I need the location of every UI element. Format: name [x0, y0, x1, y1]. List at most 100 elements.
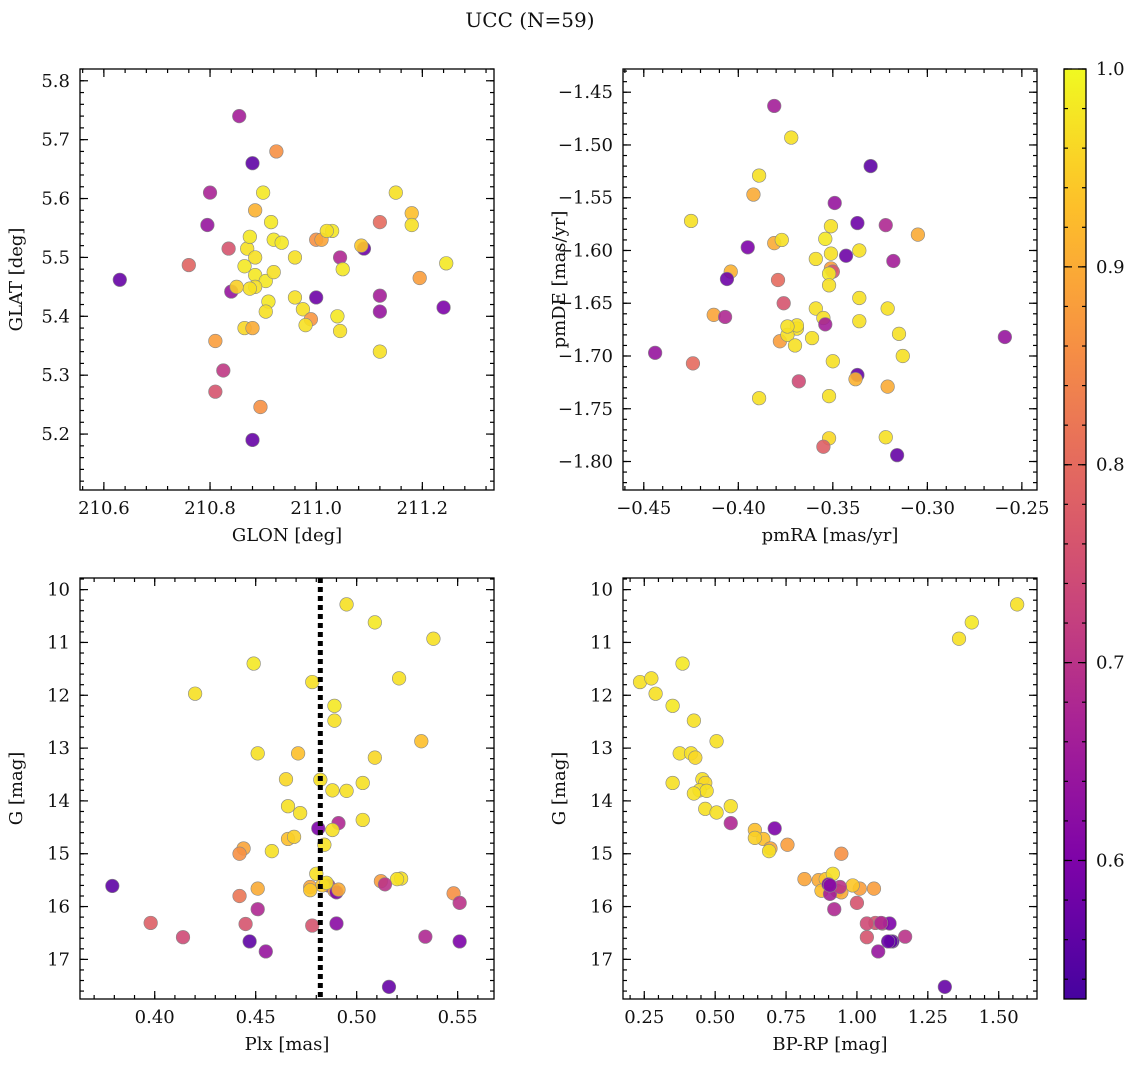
data-point: [834, 846, 849, 861]
x-axis-label: pmRA [mas/yr]: [762, 525, 899, 546]
x-tick-label: 0.75: [766, 1007, 806, 1028]
data-point: [937, 979, 952, 994]
data-point: [412, 270, 427, 286]
data-point: [202, 185, 218, 200]
panel-top-left: 210.6 210.8 211.0 211.2 5.2 5.3 5.4 5.5 5.6 5.7 5.…: [6, 68, 495, 546]
data-point: [770, 272, 786, 288]
data-point: [821, 388, 837, 404]
data-point: [740, 240, 755, 255]
data-point: [319, 223, 334, 239]
data-point: [232, 888, 247, 904]
x-tick-label: −0.35: [805, 498, 860, 519]
data-point: [683, 213, 699, 229]
data-point: [648, 345, 663, 360]
data-point: [105, 878, 120, 894]
data-point: [791, 374, 806, 389]
scatter-points: [648, 98, 1012, 463]
x-tick-label: 1.50: [979, 1007, 1019, 1028]
data-point: [388, 185, 403, 200]
x-tick-label: 1.25: [908, 1007, 948, 1028]
y-tick-label: 17: [590, 949, 613, 970]
x-tick-label: 0.25: [624, 1007, 664, 1028]
data-point: [436, 300, 451, 315]
data-point: [287, 250, 303, 265]
data-point: [859, 916, 874, 931]
data-point: [232, 109, 247, 124]
colorbar-tick-label: 0.6: [1096, 850, 1125, 871]
data-point: [246, 656, 261, 671]
data-point: [245, 432, 260, 448]
data-point: [818, 231, 833, 246]
data-point: [452, 934, 467, 949]
data-point: [188, 686, 203, 701]
data-point: [873, 915, 889, 931]
data-point: [644, 671, 659, 686]
data-point: [426, 631, 441, 646]
axes-frame: [79, 68, 495, 491]
panel-bottom-left: 0.40 0.45 0.50 0.55 10 11 12 13 14 15 16 17 Plx [mas…: [6, 577, 495, 1055]
data-point: [686, 713, 701, 728]
data-point: [293, 805, 308, 821]
data-point: [325, 822, 340, 838]
y-tick-label: −1.80: [558, 452, 613, 473]
minor-ticks: [80, 68, 494, 490]
data-point: [339, 783, 354, 798]
data-point: [723, 799, 738, 814]
axes-frame: [622, 577, 1038, 1000]
data-point: [287, 290, 303, 305]
x-tick-label: −0.30: [900, 498, 955, 519]
colorbar-tick-label: 0.7: [1096, 653, 1125, 674]
data-point: [886, 253, 901, 269]
data-point: [248, 203, 263, 218]
data-point: [216, 363, 231, 378]
data-point: [951, 631, 967, 646]
x-axis-label: BP-RP [mag]: [772, 1034, 887, 1055]
colorbar-gradient: [1063, 68, 1087, 1000]
y-tick-label: 10: [47, 580, 70, 601]
data-point: [229, 279, 244, 294]
colorbar: 0.6 0.7 0.8 0.9 1.0: [1063, 59, 1125, 1000]
y-axis-label: G [mag]: [6, 752, 27, 825]
data-point: [327, 713, 342, 728]
y-tick-label: 5.4: [41, 306, 70, 327]
data-point: [264, 843, 279, 859]
data-point: [871, 944, 886, 959]
data-point: [175, 930, 191, 945]
data-point: [852, 314, 867, 329]
data-point: [804, 330, 820, 346]
data-point: [895, 348, 910, 364]
y-axis-label: G [mag]: [549, 752, 570, 825]
y-tick-label: 5.6: [41, 189, 70, 210]
data-point: [780, 319, 795, 334]
data-point: [808, 301, 823, 316]
x-tick-label: 210.6: [78, 498, 130, 519]
x-tick-label: 0.50: [695, 1007, 735, 1028]
data-point: [752, 168, 767, 183]
data-point: [964, 615, 979, 630]
data-point: [238, 916, 253, 932]
data-point: [880, 301, 895, 316]
data-point: [878, 218, 893, 233]
data-point: [329, 916, 344, 931]
data-point: [767, 98, 782, 114]
data-point: [845, 878, 860, 893]
data-point: [377, 877, 393, 892]
data-point: [852, 243, 867, 258]
y-tick-label: 5.2: [41, 424, 70, 445]
data-point: [372, 288, 387, 303]
data-point: [665, 775, 680, 791]
data-point: [822, 878, 838, 893]
data-point: [274, 235, 289, 250]
data-point: [237, 259, 252, 274]
data-point: [686, 786, 701, 801]
data-point: [256, 185, 271, 200]
y-tick-label: 13: [47, 738, 70, 759]
data-point: [253, 399, 268, 415]
data-point: [372, 344, 387, 359]
data-point: [808, 251, 823, 267]
x-tick-label: 210.8: [184, 498, 236, 519]
scatter-points: [632, 597, 1025, 994]
data-point: [898, 929, 913, 944]
data-point: [330, 309, 345, 324]
